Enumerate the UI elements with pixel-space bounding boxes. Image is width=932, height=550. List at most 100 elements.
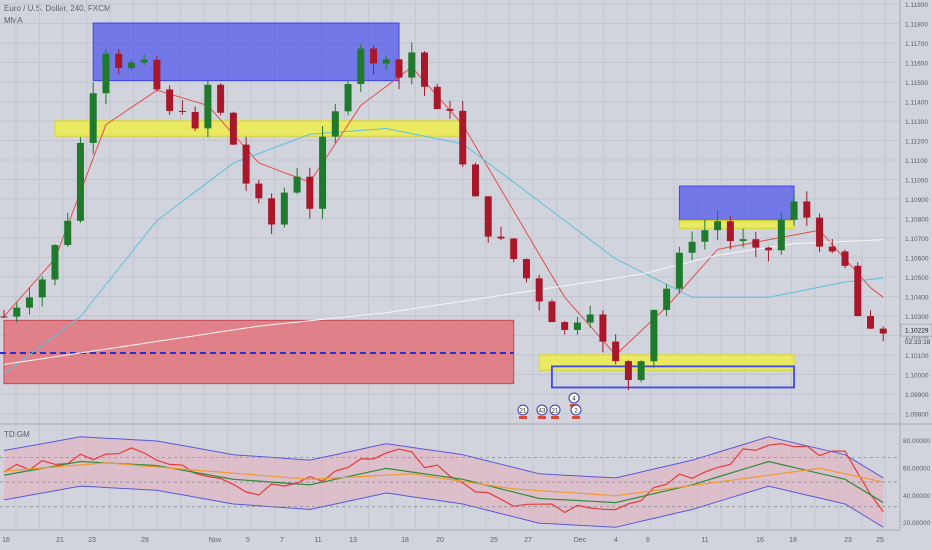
candle-body bbox=[433, 86, 441, 110]
candle bbox=[573, 316, 581, 335]
candle bbox=[510, 237, 518, 263]
candle-body bbox=[280, 192, 288, 225]
time-axis: 16 21 23 28 Nov 5 7 11 13 18 20 25 27 Dec 4 6 11 16 18 23 25 bbox=[2, 537, 884, 544]
candle bbox=[395, 58, 403, 90]
candle bbox=[306, 167, 314, 219]
candle-body bbox=[879, 328, 887, 334]
candle-body bbox=[765, 247, 773, 251]
candle-body bbox=[714, 221, 722, 231]
event-badge-circle bbox=[536, 404, 548, 416]
candle bbox=[127, 59, 135, 71]
oscillator-upper-band bbox=[3, 436, 884, 479]
candle bbox=[293, 168, 301, 195]
candle-body bbox=[89, 93, 97, 143]
time-tick-label: 16 bbox=[2, 537, 10, 544]
price-tick-label: 1.11200 bbox=[905, 139, 928, 146]
price-tick-label: 1.10900 bbox=[905, 197, 929, 204]
candle-body bbox=[268, 198, 276, 225]
symbol-title: Euro / U.S. Dollar, 240, FXCM bbox=[4, 4, 111, 13]
candle bbox=[624, 360, 632, 391]
candle bbox=[217, 83, 225, 116]
candle bbox=[102, 48, 110, 105]
event-badge: 21 bbox=[549, 404, 561, 419]
candle-body bbox=[178, 110, 186, 112]
event-badge-circle bbox=[517, 404, 529, 416]
event-flag-icon bbox=[519, 416, 527, 419]
candle bbox=[229, 111, 237, 146]
candle bbox=[51, 244, 59, 286]
candle-body bbox=[204, 84, 212, 129]
price-tick-label: 1.10400 bbox=[905, 295, 929, 302]
candle-body bbox=[650, 309, 658, 362]
candle-body bbox=[76, 142, 84, 221]
oscillator-tick-label: 20.00000 bbox=[903, 520, 930, 527]
candle bbox=[357, 43, 365, 92]
event-flag-icon bbox=[538, 416, 546, 419]
candle-body bbox=[306, 176, 314, 209]
candle-body bbox=[293, 176, 301, 193]
candle bbox=[816, 213, 824, 253]
candles bbox=[0, 42, 887, 391]
event-badge-count: 43 bbox=[539, 409, 546, 415]
candle-body bbox=[242, 144, 250, 184]
candle-body bbox=[586, 314, 594, 323]
time-tick-label: 11 bbox=[701, 537, 708, 544]
candle bbox=[484, 196, 492, 243]
candle bbox=[13, 302, 21, 323]
candle bbox=[599, 310, 607, 353]
event-badge: 43 bbox=[536, 404, 548, 419]
candle bbox=[612, 334, 620, 365]
event-badge-count: 2 bbox=[574, 409, 578, 415]
candle bbox=[153, 55, 161, 92]
price-tick-label: 1.10200 bbox=[905, 334, 929, 341]
zone-supply bbox=[92, 22, 400, 82]
time-tick-label: 28 bbox=[141, 537, 149, 544]
oscillator-bands bbox=[3, 436, 884, 528]
candle bbox=[370, 45, 378, 75]
candle bbox=[25, 287, 33, 315]
candle bbox=[204, 80, 212, 138]
candle-body bbox=[548, 301, 556, 323]
candle bbox=[752, 231, 760, 258]
candle-body bbox=[484, 196, 492, 237]
candle bbox=[765, 246, 773, 262]
candle-body bbox=[726, 221, 734, 242]
zone-pivot bbox=[538, 354, 795, 371]
price-tick-label: 1.09900 bbox=[905, 392, 929, 399]
candle bbox=[867, 310, 875, 330]
candle bbox=[64, 213, 72, 247]
oscillator-tick-label: 80.00000 bbox=[903, 438, 930, 445]
time-tick-label: 20 bbox=[436, 537, 444, 544]
candle-body bbox=[217, 84, 225, 113]
candle-body bbox=[115, 53, 123, 69]
time-tick-label: 13 bbox=[349, 537, 357, 544]
candle-body bbox=[624, 361, 632, 381]
time-tick-label: 5 bbox=[246, 537, 250, 544]
price-tick-label: 1.11700 bbox=[905, 41, 928, 48]
candle-body bbox=[739, 239, 747, 242]
time-tick-label: Dec bbox=[574, 537, 587, 544]
oscillator-tick-label: 60.00000 bbox=[903, 465, 930, 472]
price-tick-label: 1.10800 bbox=[905, 217, 929, 224]
oscillator-tick-label: 40.00000 bbox=[903, 493, 930, 500]
candle-body bbox=[140, 59, 148, 63]
zone-pivot bbox=[678, 220, 795, 229]
candle-body bbox=[344, 84, 352, 112]
candle-body bbox=[25, 297, 33, 308]
time-tick-label: 25 bbox=[876, 537, 884, 544]
time-tick-label: 4 bbox=[614, 537, 618, 544]
event-badge-count: 21 bbox=[552, 409, 559, 415]
oscillator-band-fill bbox=[4, 436, 884, 528]
candle-body bbox=[331, 111, 339, 137]
candle bbox=[471, 162, 479, 197]
candle bbox=[739, 228, 747, 248]
event-flag-icon bbox=[551, 416, 559, 419]
candle-body bbox=[663, 288, 671, 310]
price-tick-label: 1.11500 bbox=[905, 80, 928, 87]
candle bbox=[178, 100, 186, 115]
candle-body bbox=[370, 48, 378, 64]
event-badge-count: 21 bbox=[520, 409, 527, 415]
candle-body bbox=[752, 239, 760, 248]
candle bbox=[115, 48, 123, 75]
